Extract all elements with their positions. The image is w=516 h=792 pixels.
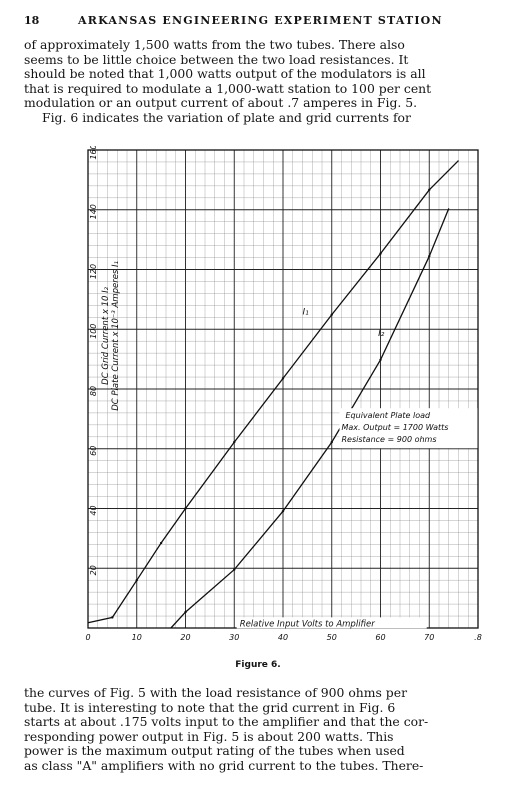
y-tick-label: 80 xyxy=(89,386,98,396)
data-point xyxy=(184,507,187,510)
data-point xyxy=(330,440,333,444)
y-tick-label: 120 xyxy=(89,264,98,279)
x-axis-label-bg xyxy=(236,617,427,629)
series-label-i1: I₁ xyxy=(303,308,310,318)
text-line: as class "A" amplifiers with no grid cur… xyxy=(24,758,424,773)
text-line: that is required to modulate a 1,000-wat… xyxy=(24,81,432,96)
x-tick-label: 10 xyxy=(132,633,142,642)
data-point xyxy=(111,616,114,619)
grid-current-curve xyxy=(170,208,450,629)
page-header: 18 ARKANSAS ENGINEERING EXPERIMENT STATI… xyxy=(24,14,494,32)
annotation-bg xyxy=(339,408,478,449)
data-point xyxy=(135,579,138,582)
text-line: modulation or an output current of about… xyxy=(24,96,418,111)
y-axis-label: DC Plate Current x 10⁻³ Amperes I₁ xyxy=(111,261,121,411)
text-line: should be noted that 1,000 watts output … xyxy=(24,67,426,82)
y-tick-label: 160 xyxy=(89,146,98,160)
data-point xyxy=(330,313,333,316)
data-point xyxy=(428,255,431,258)
y-tick-label: 60 xyxy=(89,446,98,456)
data-point xyxy=(379,358,382,361)
data-point xyxy=(281,377,285,380)
y-axis-label: DC Grid Current x 10 I₂ xyxy=(101,286,111,384)
data-point xyxy=(233,568,236,571)
data-point xyxy=(281,509,285,513)
data-point xyxy=(428,188,431,192)
x-tick-label: 60 xyxy=(375,633,385,642)
text-line: the curves of Fig. 5 with the load resis… xyxy=(24,686,407,700)
text-line: seems to be little choice between the tw… xyxy=(24,52,409,67)
x-tick-label: 50 xyxy=(327,633,337,642)
text-line: power is the maximum output rating of th… xyxy=(24,744,405,759)
x-tick-label: .8 xyxy=(474,633,482,642)
data-point xyxy=(184,610,187,614)
annotation-line: Max. Output = 1700 Watts xyxy=(342,423,449,432)
running-head: ARKANSAS ENGINEERING EXPERIMENT STATION xyxy=(78,14,443,27)
series-label-i2: I₂ xyxy=(378,329,385,339)
y-tick-label: 40 xyxy=(89,505,98,515)
x-tick-label: 40 xyxy=(278,633,288,642)
text-line: of approximately 1,500 watts from the tw… xyxy=(24,38,405,52)
y-tick-label: 100 xyxy=(89,324,98,339)
annotation-line: Equivalent Plate load xyxy=(346,411,432,420)
data-point xyxy=(233,440,236,444)
figure-caption: Figure 6. xyxy=(235,660,281,670)
text-line: responding power output in Fig. 5 is abo… xyxy=(24,729,394,744)
x-tick-label: 20 xyxy=(180,633,190,642)
data-point xyxy=(379,252,382,255)
figure-6-chart: 0 10 20 30 40 50 60 70 .8 20 40 60 80 100 120 140 160 DC … xyxy=(85,146,482,642)
paragraph-bottom: the curves of Fig. 5 with the load resis… xyxy=(24,686,498,774)
paragraph-top: of approximately 1,500 watts from the tw… xyxy=(24,38,498,126)
text-line: Fig. 6 indicates the variation of plate … xyxy=(42,110,411,125)
y-tick-label: 20 xyxy=(89,565,98,575)
x-axis-label: Relative Input Volts to Amplifier xyxy=(240,619,376,629)
text-line: tube. It is interesting to note that the… xyxy=(24,700,396,715)
x-tick-label: 0 xyxy=(85,633,90,642)
page-number: 18 xyxy=(24,14,40,27)
y-tick-label: 140 xyxy=(89,204,98,219)
annotation-line: Resistance = 900 ohms xyxy=(342,435,437,444)
x-tick-label: 30 xyxy=(229,633,239,642)
x-tick-label: 70 xyxy=(424,633,434,642)
text-line: starts at about .175 volts input to the … xyxy=(24,715,429,730)
data-point xyxy=(159,541,163,545)
